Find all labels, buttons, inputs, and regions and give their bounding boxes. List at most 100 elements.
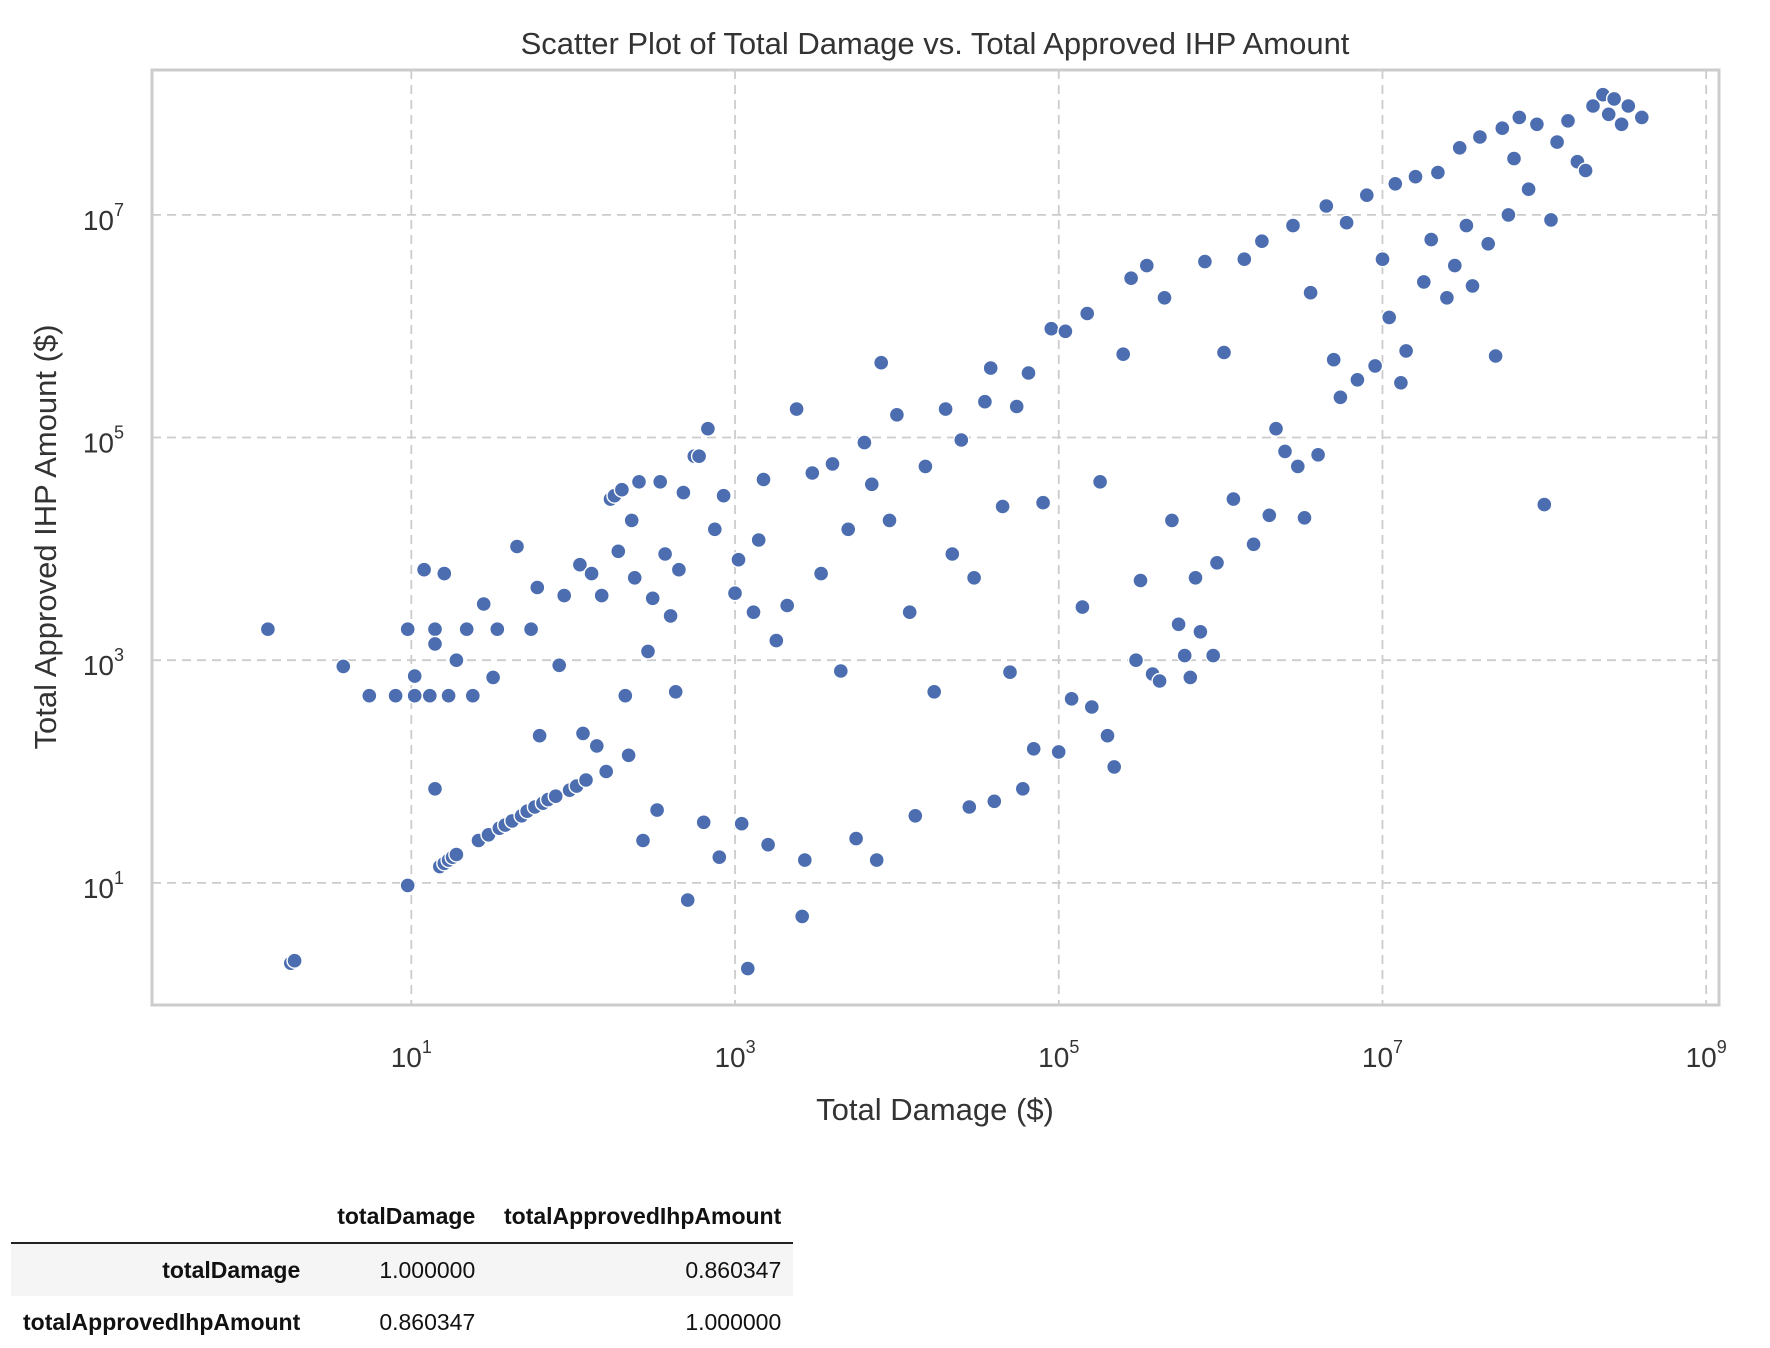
data-point bbox=[1269, 421, 1284, 436]
data-point bbox=[1246, 537, 1261, 552]
data-point bbox=[707, 522, 722, 537]
data-point bbox=[1044, 321, 1059, 336]
data-point bbox=[1217, 345, 1232, 360]
data-point bbox=[1193, 624, 1208, 639]
x-tick-label: 107 bbox=[1362, 1037, 1403, 1073]
data-point bbox=[962, 800, 977, 815]
data-point bbox=[1237, 252, 1252, 267]
x-tick-label: 105 bbox=[1038, 1037, 1079, 1073]
data-point bbox=[422, 688, 437, 703]
data-point bbox=[557, 588, 572, 603]
data-point bbox=[1107, 759, 1122, 774]
data-point bbox=[400, 622, 415, 637]
data-point bbox=[797, 853, 812, 868]
data-point bbox=[696, 815, 711, 830]
data-point bbox=[1424, 232, 1439, 247]
data-point bbox=[1452, 140, 1467, 155]
data-point bbox=[1093, 474, 1108, 489]
data-point bbox=[1262, 508, 1277, 523]
data-point bbox=[927, 684, 942, 699]
data-point bbox=[977, 394, 992, 409]
data-point bbox=[756, 472, 771, 487]
data-point bbox=[864, 477, 879, 492]
data-point bbox=[658, 547, 673, 562]
data-point bbox=[1116, 347, 1131, 362]
data-point bbox=[336, 659, 351, 674]
data-point bbox=[1152, 674, 1167, 689]
data-point bbox=[552, 658, 567, 673]
data-point bbox=[1634, 110, 1649, 125]
data-point bbox=[1537, 497, 1552, 512]
data-point bbox=[1501, 207, 1516, 222]
data-point bbox=[1164, 513, 1179, 528]
column-header-total-damage: totalDamage bbox=[312, 1190, 487, 1243]
data-point bbox=[1607, 91, 1622, 106]
x-tick-label: 103 bbox=[714, 1037, 755, 1073]
data-point bbox=[428, 622, 443, 637]
data-point bbox=[1359, 188, 1374, 203]
data-point bbox=[740, 961, 755, 976]
data-point bbox=[751, 533, 766, 548]
data-point bbox=[1465, 278, 1480, 293]
data-point bbox=[632, 474, 647, 489]
data-point bbox=[465, 688, 480, 703]
data-point bbox=[1430, 165, 1445, 180]
data-point bbox=[746, 605, 761, 620]
data-point bbox=[548, 789, 563, 804]
data-point bbox=[1375, 252, 1390, 267]
data-point bbox=[663, 608, 678, 623]
data-point bbox=[676, 485, 691, 500]
data-point bbox=[1278, 444, 1293, 459]
data-point bbox=[1399, 343, 1414, 358]
data-point bbox=[532, 728, 547, 743]
data-point bbox=[1188, 570, 1203, 585]
data-point bbox=[476, 597, 491, 612]
data-point bbox=[869, 853, 884, 868]
data-point bbox=[1488, 349, 1503, 364]
data-point bbox=[1139, 258, 1154, 273]
data-point bbox=[428, 781, 443, 796]
data-point bbox=[954, 433, 969, 448]
data-point bbox=[1481, 236, 1496, 251]
data-point bbox=[1550, 135, 1565, 150]
data-point bbox=[1254, 234, 1269, 249]
data-point bbox=[1319, 199, 1334, 214]
data-point bbox=[260, 622, 275, 637]
data-point bbox=[728, 586, 743, 601]
data-point bbox=[1416, 274, 1431, 289]
data-point bbox=[589, 738, 604, 753]
data-point bbox=[524, 622, 539, 637]
x-axis-ticks: 101 103 105 107 109 bbox=[391, 1037, 1727, 1073]
data-point bbox=[1064, 691, 1079, 706]
chart-title: Scatter Plot of Total Damage vs. Total A… bbox=[521, 26, 1350, 61]
data-point bbox=[1447, 258, 1462, 273]
data-point bbox=[579, 773, 594, 788]
data-point bbox=[388, 688, 403, 703]
data-point bbox=[1036, 495, 1051, 510]
data-point bbox=[621, 748, 636, 763]
data-point bbox=[967, 570, 982, 585]
data-point bbox=[645, 591, 660, 606]
data-point bbox=[1303, 285, 1318, 300]
data-point bbox=[1084, 700, 1099, 715]
data-point bbox=[1614, 117, 1629, 132]
data-point bbox=[1561, 113, 1576, 128]
data-point bbox=[287, 953, 302, 968]
data-point bbox=[1021, 366, 1036, 381]
data-point bbox=[1311, 447, 1326, 462]
plot-area bbox=[152, 70, 1719, 1005]
data-point bbox=[716, 488, 731, 503]
data-point bbox=[1368, 358, 1383, 373]
data-point bbox=[1333, 390, 1348, 405]
x-tick-label: 109 bbox=[1686, 1037, 1727, 1073]
data-point bbox=[1286, 218, 1301, 233]
y-tick-label: 105 bbox=[83, 423, 124, 459]
data-point bbox=[618, 688, 633, 703]
data-point bbox=[789, 402, 804, 417]
data-point bbox=[712, 850, 727, 865]
correlation-table: totalDamage totalApprovedIhpAmount total… bbox=[11, 1190, 793, 1348]
data-point bbox=[668, 684, 683, 699]
data-point bbox=[1058, 324, 1073, 339]
data-point bbox=[627, 570, 642, 585]
table-row: totalApprovedIhpAmount 0.860347 1.000000 bbox=[11, 1296, 793, 1348]
